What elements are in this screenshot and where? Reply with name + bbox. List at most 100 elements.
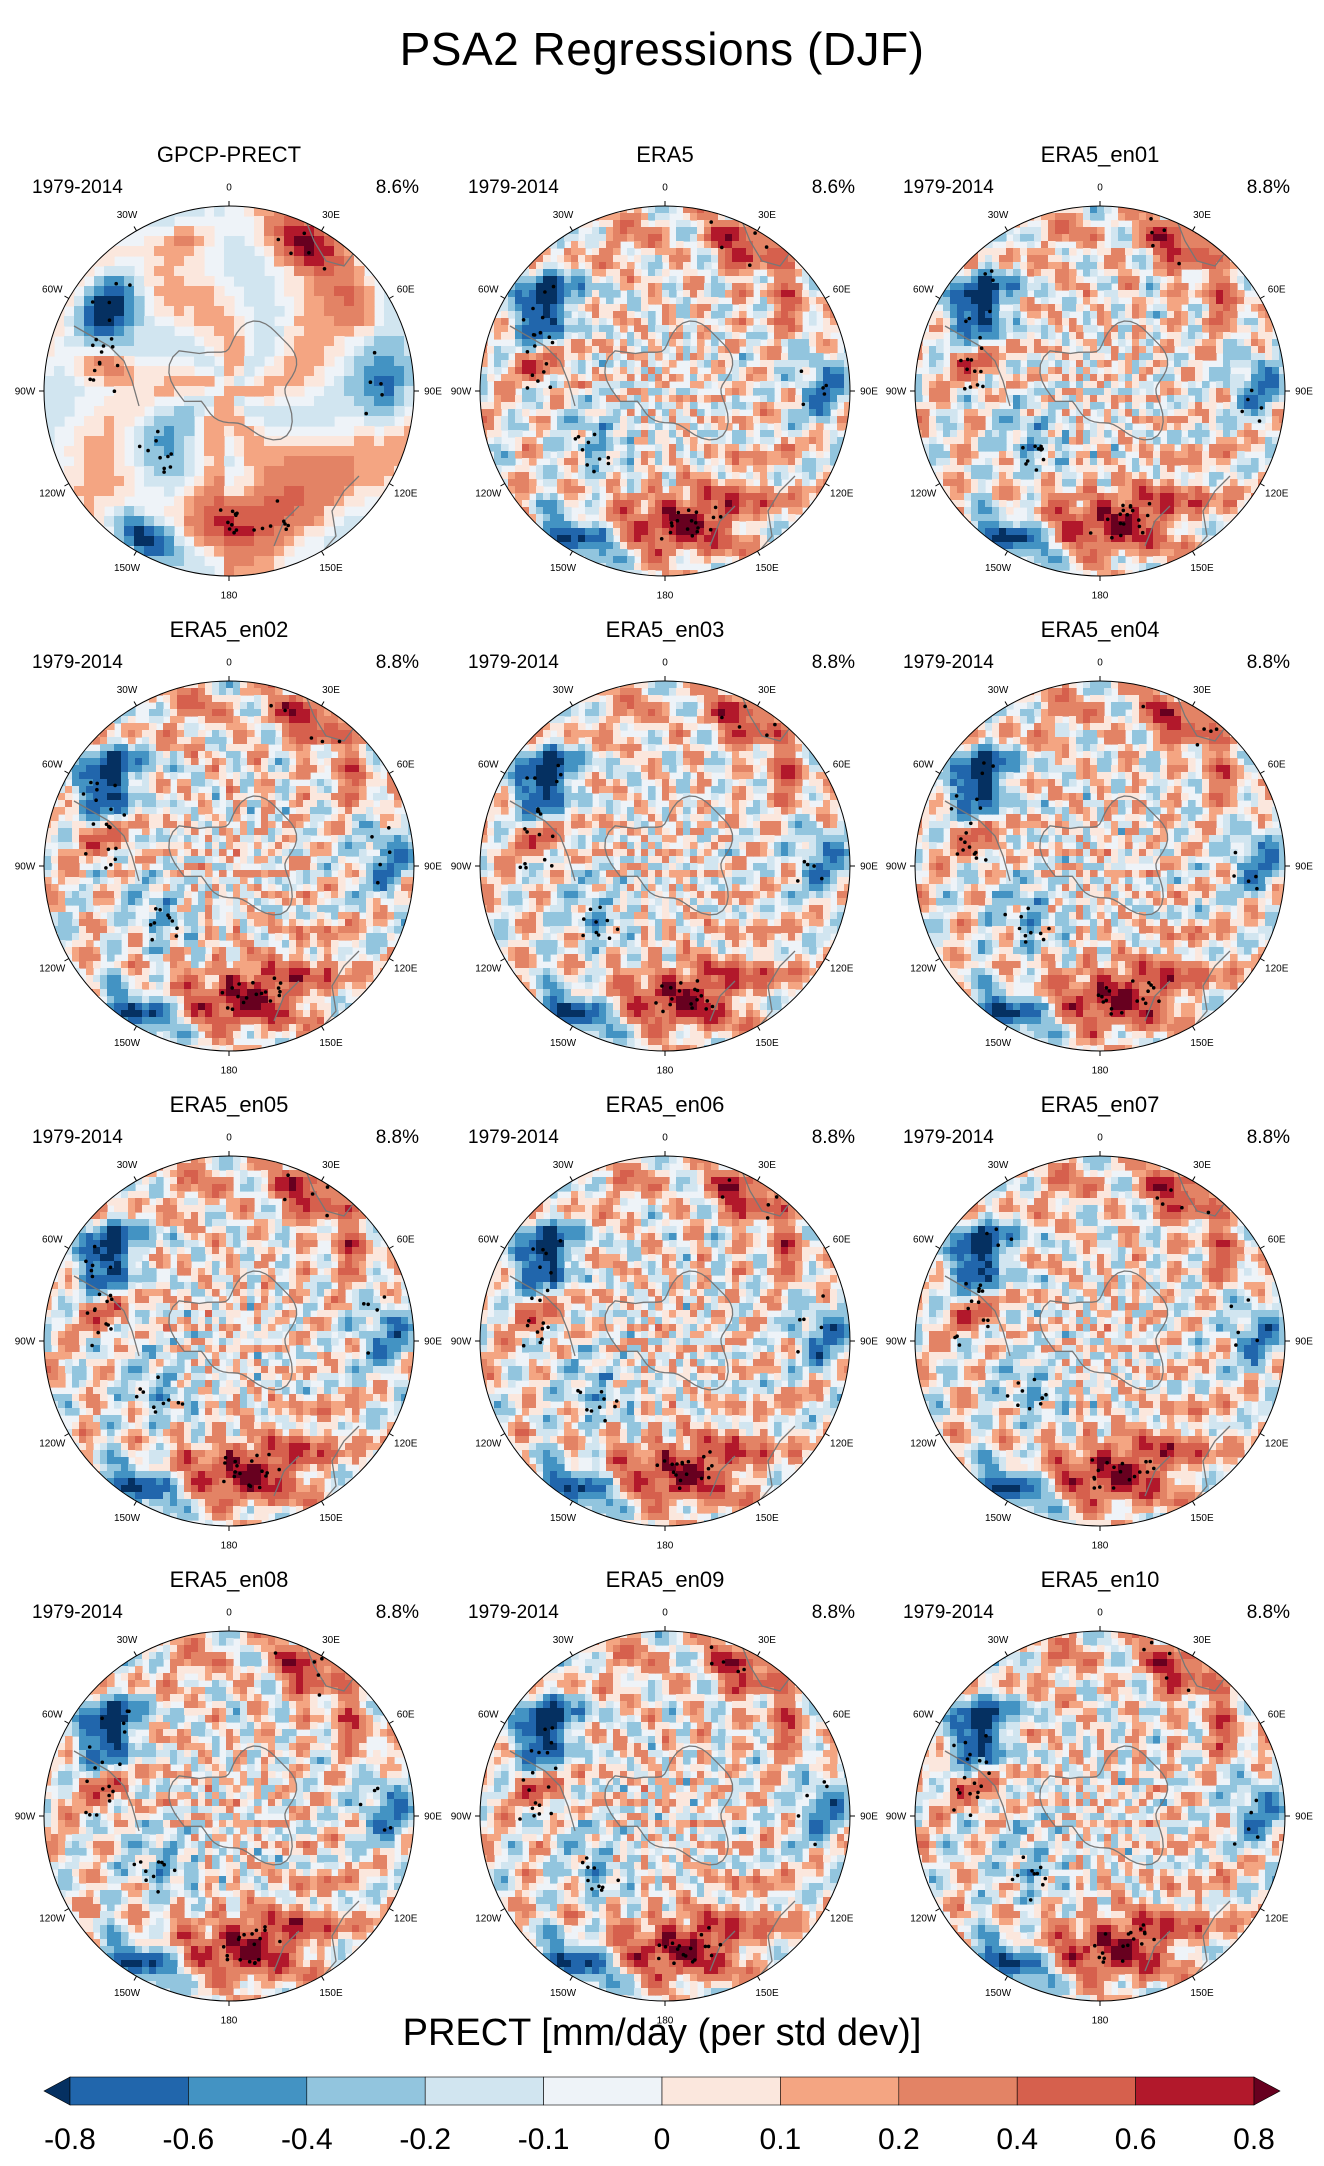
- field-cell: [1062, 213, 1070, 221]
- field-cell: [487, 402, 495, 410]
- field-cell: [550, 493, 558, 501]
- field-cell: [1230, 416, 1238, 424]
- field-cell: [1055, 269, 1063, 277]
- field-cell: [1139, 311, 1147, 319]
- field-cell: [536, 486, 544, 494]
- panel-title: GPCP-PRECT: [14, 142, 444, 168]
- field-cell: [324, 356, 335, 367]
- field-cell: [950, 388, 958, 396]
- field-cell: [1258, 388, 1266, 396]
- field-cell: [641, 486, 649, 494]
- field-cell: [788, 360, 796, 368]
- field-cell: [144, 256, 155, 267]
- field-cell: [1139, 451, 1147, 459]
- field-cell: [1062, 297, 1070, 305]
- field-cell: [1188, 318, 1196, 326]
- field-cell: [746, 542, 754, 550]
- field-cell: [1006, 416, 1014, 424]
- field-cell: [971, 325, 979, 333]
- field-cell: [641, 409, 649, 417]
- field-cell: [384, 466, 395, 477]
- field-cell: [1006, 374, 1014, 382]
- field-cell: [1069, 507, 1077, 515]
- field-cell: [104, 476, 115, 487]
- field-cell: [585, 388, 593, 396]
- field-cell: [84, 516, 95, 527]
- field-cell: [830, 339, 838, 347]
- field-cell: [204, 566, 215, 576]
- field-cell: [564, 514, 572, 522]
- field-cell: [662, 241, 670, 249]
- field-cell: [1181, 514, 1189, 522]
- field-cell: [592, 304, 600, 312]
- field-cell: [1146, 507, 1154, 515]
- field-cell: [1027, 444, 1035, 452]
- field-cell: [746, 283, 754, 291]
- field-cell: [725, 241, 733, 249]
- field-cell: [943, 451, 951, 459]
- field-cell: [1020, 402, 1028, 410]
- field-cell: [704, 423, 712, 431]
- field-cell: [314, 446, 325, 457]
- field-cell: [634, 353, 642, 361]
- field-cell: [746, 486, 754, 494]
- stipple-dot: [573, 437, 578, 441]
- field-cell: [606, 234, 614, 242]
- field-cell: [1055, 374, 1063, 382]
- field-cell: [104, 496, 115, 507]
- field-cell: [1111, 444, 1119, 452]
- field-cell: [711, 367, 719, 375]
- field-cell: [683, 535, 691, 543]
- field-cell: [1013, 402, 1021, 410]
- field-cell: [676, 353, 684, 361]
- field-cell: [592, 269, 600, 277]
- field-cell: [1062, 206, 1070, 214]
- field-cell: [1013, 528, 1021, 536]
- stipple-dot: [166, 454, 170, 459]
- field-cell: [557, 283, 565, 291]
- stipple-dot: [275, 499, 280, 503]
- field-cell: [1062, 367, 1070, 375]
- field-cell: [384, 286, 395, 297]
- field-cell: [1279, 381, 1285, 389]
- field-cell: [104, 326, 115, 337]
- field-cell: [809, 381, 817, 389]
- field-cell: [1153, 521, 1161, 529]
- field-cell: [1181, 318, 1189, 326]
- field-cell: [1076, 416, 1084, 424]
- field-cell: [1209, 283, 1217, 291]
- field-cell: [304, 316, 315, 327]
- field-cell: [557, 458, 565, 466]
- field-cell: [662, 213, 670, 221]
- field-cell: [746, 367, 754, 375]
- field-cell: [274, 206, 285, 217]
- field-cell: [957, 374, 965, 382]
- field-cell: [1048, 290, 1056, 298]
- field-cell: [314, 436, 325, 447]
- field-cell: [599, 444, 607, 452]
- field-cell: [557, 269, 565, 277]
- field-cell: [662, 388, 670, 396]
- field-cell: [304, 276, 315, 287]
- field-cell: [795, 437, 803, 445]
- field-cell: [669, 332, 677, 340]
- field-cell: [1244, 430, 1252, 438]
- field-cell: [522, 304, 530, 312]
- field-cell: [1097, 451, 1105, 459]
- field-cell: [669, 542, 677, 550]
- field-cell: [1104, 304, 1112, 312]
- field-cell: [1258, 402, 1266, 410]
- field-cell: [578, 451, 586, 459]
- field-cell: [1041, 472, 1049, 480]
- field-cell: [1013, 220, 1021, 228]
- field-cell: [781, 493, 789, 501]
- field-cell: [837, 353, 845, 361]
- field-cell: [214, 486, 225, 497]
- field-cell: [1041, 479, 1049, 487]
- field-cell: [354, 456, 365, 467]
- field-cell: [648, 486, 656, 494]
- field-cell: [669, 549, 677, 557]
- field-cell: [529, 416, 537, 424]
- field-cell: [690, 213, 698, 221]
- field-cell: [1020, 248, 1028, 256]
